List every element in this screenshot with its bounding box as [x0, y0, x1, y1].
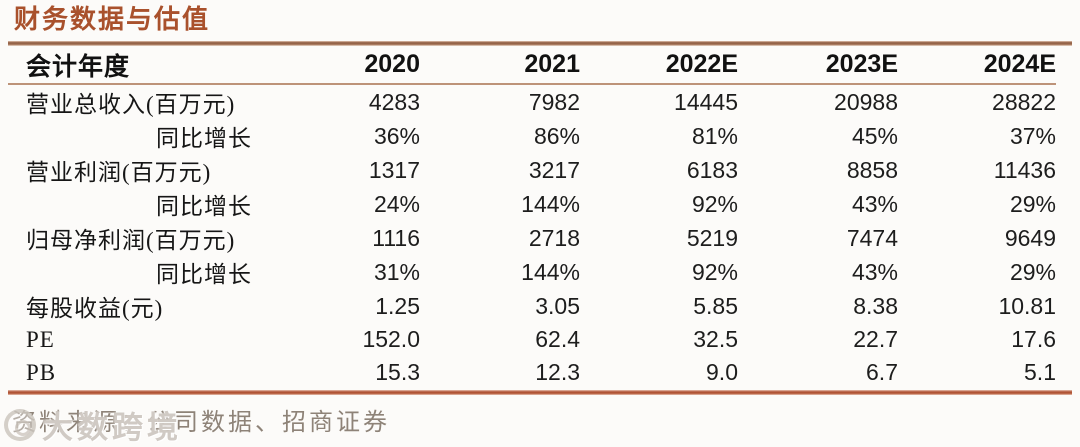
table-row: 同比增长 31% 144% 92% 43% 29%	[8, 255, 1056, 289]
cell-value: 9649	[1004, 224, 1056, 251]
cell-value: 43%	[851, 190, 898, 217]
table-row: 营业利润(百万元) 1317 3217 6183 8858 11436	[8, 153, 1056, 187]
cell-value: 9.0	[706, 359, 738, 385]
row-label: 同比增长	[156, 262, 252, 287]
row-label: 同比增长	[156, 126, 252, 151]
header-2022e: 2022E	[665, 50, 738, 78]
cell-value: 7474	[846, 224, 898, 251]
cell-value: 24%	[373, 190, 420, 217]
header-2023e: 2023E	[825, 50, 898, 78]
table-body: 营业总收入(百万元) 4283 7982 14445 20988 28822 同比增长 …	[8, 84, 1056, 389]
cell-value: 17.6	[1011, 326, 1056, 352]
report-table-page: 财务数据与估值 会计年度 2020 2021 2022E 2023E 2024E…	[4, 5, 1072, 445]
row-label: 归母净利润(百万元)	[26, 228, 236, 253]
cell-value: 8.38	[853, 292, 898, 319]
cell-value: 86%	[533, 122, 580, 149]
cell-value: 5219	[686, 224, 738, 251]
cell-value: 92%	[691, 258, 738, 285]
table-row: 同比增长 36% 86% 81% 45% 37%	[8, 119, 1056, 153]
cell-value: 81%	[691, 122, 738, 149]
header-fiscal-year: 会计年度	[26, 53, 131, 81]
cell-value: 144%	[521, 258, 580, 285]
row-label: 每股收益(元)	[26, 296, 164, 321]
cell-value: 6183	[686, 156, 738, 183]
cell-value: 15.3	[375, 359, 420, 385]
cell-value: 3.05	[535, 292, 580, 319]
cell-value: 92%	[691, 190, 738, 217]
cell-value: 62.4	[535, 326, 580, 352]
table-row: PB 15.3 12.3 9.0 6.7 5.1	[8, 356, 1056, 389]
cell-value: 10.81	[998, 292, 1056, 319]
row-label: 营业总收入(百万元)	[26, 92, 236, 117]
table-header-row: 会计年度 2020 2021 2022E 2023E 2024E	[8, 46, 1056, 84]
header-2021: 2021	[524, 50, 580, 78]
cell-value: 144%	[521, 190, 580, 217]
cell-value: 43%	[851, 258, 898, 285]
cell-value: 22.7	[853, 326, 898, 352]
cell-value: 1.25	[375, 292, 420, 319]
cell-value: 28822	[992, 88, 1056, 115]
cell-value: 5.1	[1024, 359, 1056, 385]
row-label: PB	[26, 359, 57, 385]
cell-value: 29%	[1009, 190, 1056, 217]
cell-value: 14445	[674, 88, 738, 115]
header-2020: 2020	[364, 50, 420, 78]
financial-table: 会计年度 2020 2021 2022E 2023E 2024E 营业总收入(百…	[8, 46, 1056, 389]
table-row: 每股收益(元) 1.25 3.05 5.85 8.38 10.81	[8, 289, 1056, 323]
cell-value: 4283	[368, 88, 420, 115]
table-row: 归母净利润(百万元) 1116 2718 5219 7474 9649	[8, 221, 1056, 255]
cell-value: 29%	[1009, 258, 1056, 285]
cell-value: 36%	[373, 122, 420, 149]
table-row: 同比增长 24% 144% 92% 43% 29%	[8, 187, 1056, 221]
cell-value: 2718	[528, 224, 580, 251]
page-title: 财务数据与估值	[14, 5, 211, 34]
cell-value: 6.7	[866, 359, 898, 385]
bottom-rule	[8, 390, 1072, 395]
footer: 资料来源：公司数据、招商证券 大数跨境	[4, 402, 1080, 445]
cell-value: 12.3	[535, 359, 580, 385]
cell-value: 32.5	[693, 326, 738, 352]
cell-value: 37%	[1009, 122, 1056, 149]
cell-value: 152.0	[362, 326, 420, 352]
top-rule	[8, 41, 1072, 46]
cell-value: 8858	[846, 156, 898, 183]
header-2024e: 2024E	[983, 50, 1056, 78]
cell-value: 3217	[528, 156, 580, 183]
row-label: 营业利润(百万元)	[26, 160, 212, 185]
cell-value: 5.85	[693, 292, 738, 319]
cell-value: 45%	[851, 122, 898, 149]
row-label: 同比增长	[156, 194, 252, 219]
cell-value: 31%	[373, 258, 420, 285]
cell-value: 11436	[993, 156, 1056, 183]
cell-value: 1317	[368, 156, 420, 183]
cell-value: 20988	[834, 88, 898, 115]
table-row: PE 152.0 62.4 32.5 22.7 17.6	[8, 323, 1056, 356]
cell-value: 7982	[528, 88, 580, 115]
row-label: PE	[26, 326, 55, 352]
table-row: 营业总收入(百万元) 4283 7982 14445 20988 28822	[8, 84, 1056, 119]
source-note: 资料来源：公司数据、招商证券	[12, 410, 390, 436]
cell-value: 1116	[372, 224, 420, 251]
